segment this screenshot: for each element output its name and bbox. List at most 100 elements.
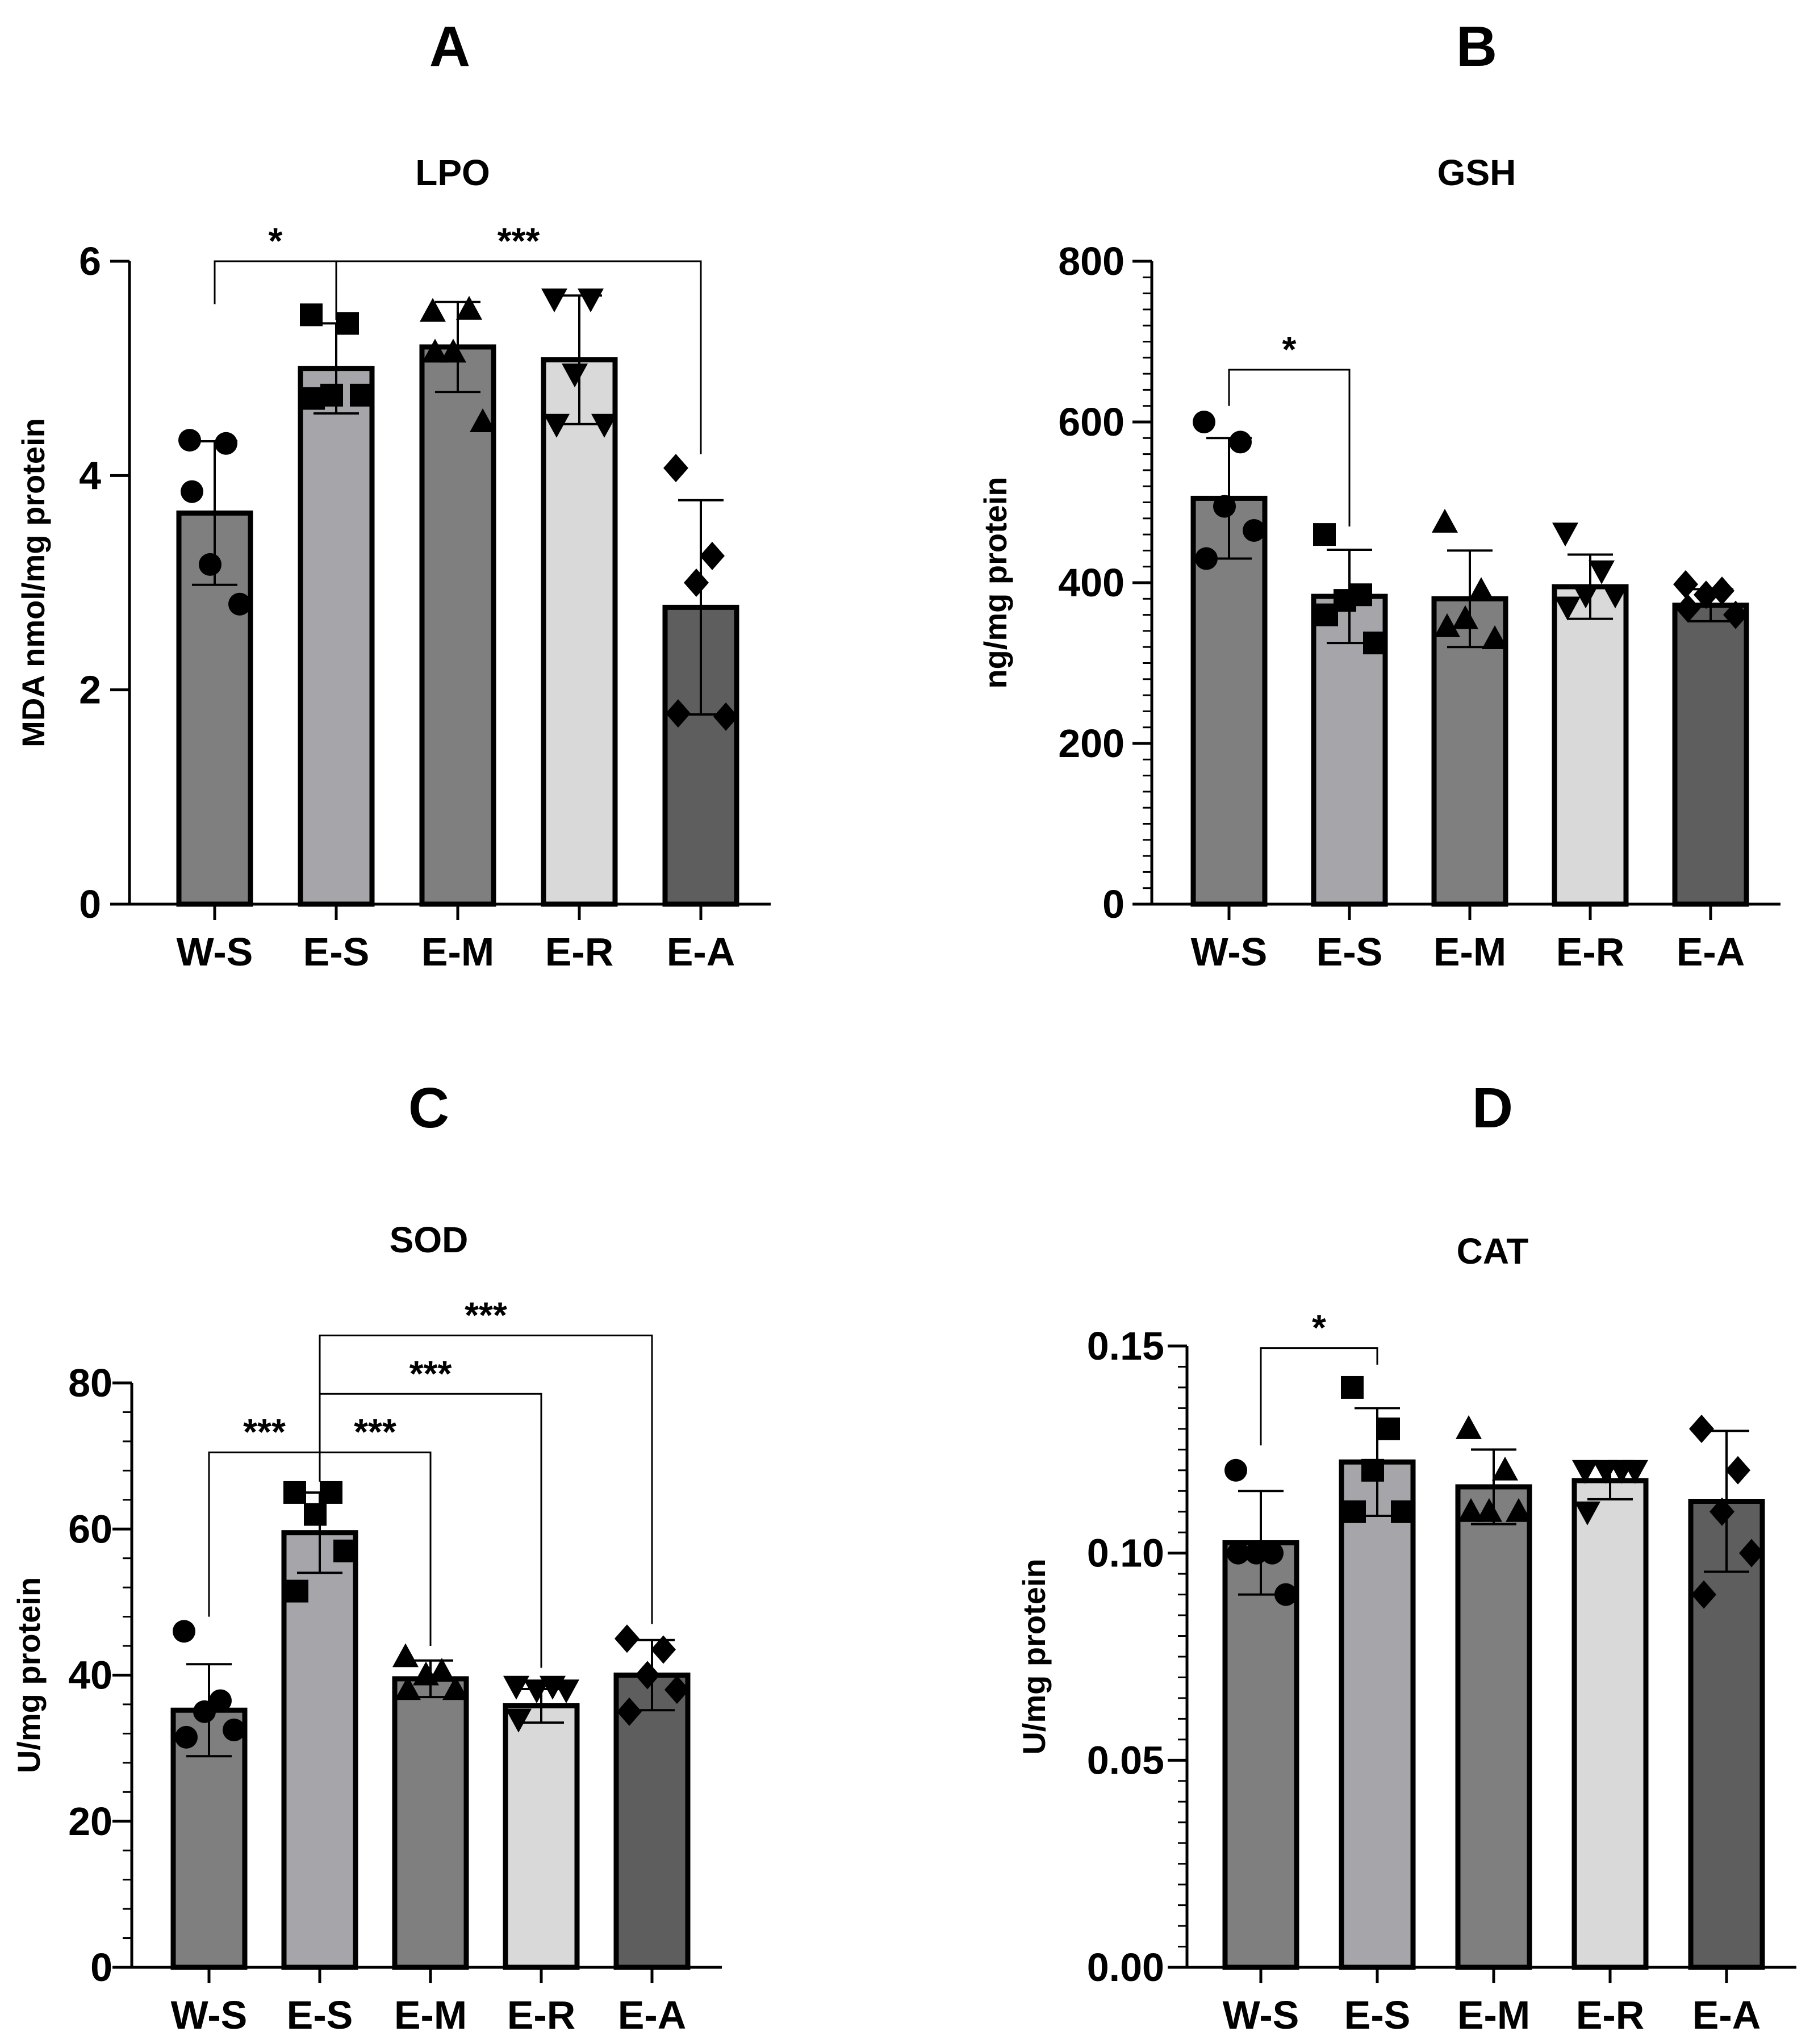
data-point-w-s — [1227, 1541, 1249, 1565]
x-tick-label: E-S — [303, 930, 370, 974]
data-point-w-s — [215, 432, 237, 455]
y-tick-label: 0.05 — [1087, 1738, 1164, 1782]
data-point-e-r — [591, 413, 617, 438]
data-point-e-a — [713, 702, 738, 731]
data-point-e-r — [1554, 596, 1581, 621]
data-point-e-m — [470, 408, 496, 432]
data-point-e-r — [553, 1679, 579, 1704]
y-tick-label: 20 — [68, 1799, 112, 1844]
data-point-e-a — [1694, 580, 1719, 609]
significance-bracket — [319, 1334, 653, 1624]
significance-label: * — [1282, 329, 1297, 370]
y-tick-label: 0 — [1102, 882, 1125, 926]
chart-title: LPO — [415, 152, 490, 193]
data-point-w-s — [173, 1620, 195, 1643]
x-tick-label: E-R — [1576, 1993, 1645, 2037]
data-point-w-s — [199, 553, 221, 576]
significance-label: *** — [498, 220, 540, 261]
data-point-e-m — [429, 1658, 455, 1682]
data-point-e-m — [1432, 508, 1458, 533]
data-point-w-s — [1261, 1541, 1284, 1565]
data-point-e-a — [635, 1661, 660, 1690]
panel-letter-b: B — [1456, 15, 1497, 78]
panel-letter-a: A — [429, 15, 470, 78]
data-point-e-m — [1476, 1498, 1502, 1522]
data-point-w-s — [1245, 1541, 1268, 1565]
data-point-e-a — [1709, 1497, 1734, 1526]
data-point-e-m — [1482, 625, 1508, 650]
y-tick-label: 800 — [1058, 239, 1125, 283]
x-tick-label: E-A — [1692, 1993, 1761, 2037]
y-tick-label: 4 — [79, 453, 101, 498]
y-tick-label: 40 — [68, 1653, 112, 1698]
x-tick-label: E-M — [394, 1993, 467, 2037]
significance-label: *** — [465, 1294, 507, 1335]
data-point-w-s — [1229, 430, 1252, 454]
bar-e-r — [541, 357, 618, 907]
x-tick-label: W-S — [1191, 930, 1268, 974]
data-point-e-a — [684, 569, 709, 597]
panel-letter-d: D — [1472, 1076, 1513, 1140]
data-point-e-m — [413, 1661, 439, 1686]
x-tick-label: W-S — [171, 1993, 248, 2037]
y-axis-label: U/mg protein — [11, 1577, 47, 1773]
data-point-w-s — [223, 1718, 245, 1741]
data-point-e-s — [333, 1539, 356, 1562]
data-point-e-s — [1313, 523, 1336, 546]
y-tick-label: 0.15 — [1087, 1324, 1164, 1368]
data-point-e-s — [1315, 603, 1338, 626]
x-tick-label: E-R — [507, 1993, 576, 2037]
data-point-e-a — [664, 1675, 689, 1704]
x-tick-label: E-R — [545, 930, 614, 974]
x-tick-label: E-M — [1433, 930, 1506, 974]
data-point-e-s — [350, 383, 373, 407]
significance-label: * — [1312, 1307, 1326, 1348]
bar-e-r — [1552, 584, 1629, 907]
data-point-e-m — [1434, 613, 1460, 637]
data-point-e-a — [666, 699, 691, 728]
data-point-w-s — [178, 429, 201, 452]
data-point-e-r — [524, 1679, 550, 1704]
data-point-w-s — [1213, 495, 1236, 518]
data-point-e-a — [651, 1635, 676, 1664]
data-point-e-m — [422, 338, 448, 363]
data-point-w-s — [1195, 547, 1218, 570]
chart-title: CAT — [1457, 1231, 1529, 1272]
bar-e-r — [503, 1703, 580, 1970]
significance-label: *** — [354, 1411, 396, 1452]
data-point-e-s — [336, 312, 359, 335]
data-point-w-s — [175, 1725, 198, 1749]
data-point-w-s — [181, 480, 203, 503]
data-point-e-r — [1573, 584, 1599, 609]
data-point-e-r — [1593, 1460, 1619, 1484]
data-point-e-a — [1673, 570, 1698, 599]
chart-gsh: GSH ng/mg protein 0 200 400 600 800 W-S E-S E-M E-… — [977, 152, 1780, 974]
data-point-w-s — [228, 592, 251, 616]
data-point-e-a — [1739, 1539, 1764, 1568]
bar-e-a — [1672, 603, 1749, 907]
data-point-e-a — [617, 1697, 642, 1726]
x-tick-label: E-A — [1677, 930, 1745, 974]
y-tick-label: 400 — [1058, 561, 1125, 605]
data-point-e-a — [1723, 600, 1748, 629]
data-point-e-a — [700, 541, 725, 570]
data-point-e-m — [456, 295, 482, 320]
data-point-e-r — [578, 289, 604, 313]
data-point-e-m — [440, 338, 466, 363]
significance-bracket — [1228, 369, 1351, 526]
x-tick-label: E-A — [667, 930, 735, 974]
data-point-e-s — [283, 1481, 306, 1504]
significance-label: * — [269, 220, 283, 261]
bar-e-m — [1455, 1484, 1532, 1970]
data-point-e-r — [1602, 584, 1628, 609]
data-point-e-s — [1361, 1458, 1384, 1482]
x-tick-label: E-R — [1556, 930, 1625, 974]
data-point-e-r — [1622, 1460, 1648, 1484]
x-tick-label: E-M — [421, 930, 494, 974]
data-point-e-s — [300, 303, 323, 327]
data-point-e-m — [420, 298, 446, 322]
data-point-e-s — [286, 1579, 308, 1603]
data-point-e-s — [302, 387, 325, 410]
data-point-e-r — [541, 289, 567, 313]
significance-bracket — [335, 260, 702, 454]
